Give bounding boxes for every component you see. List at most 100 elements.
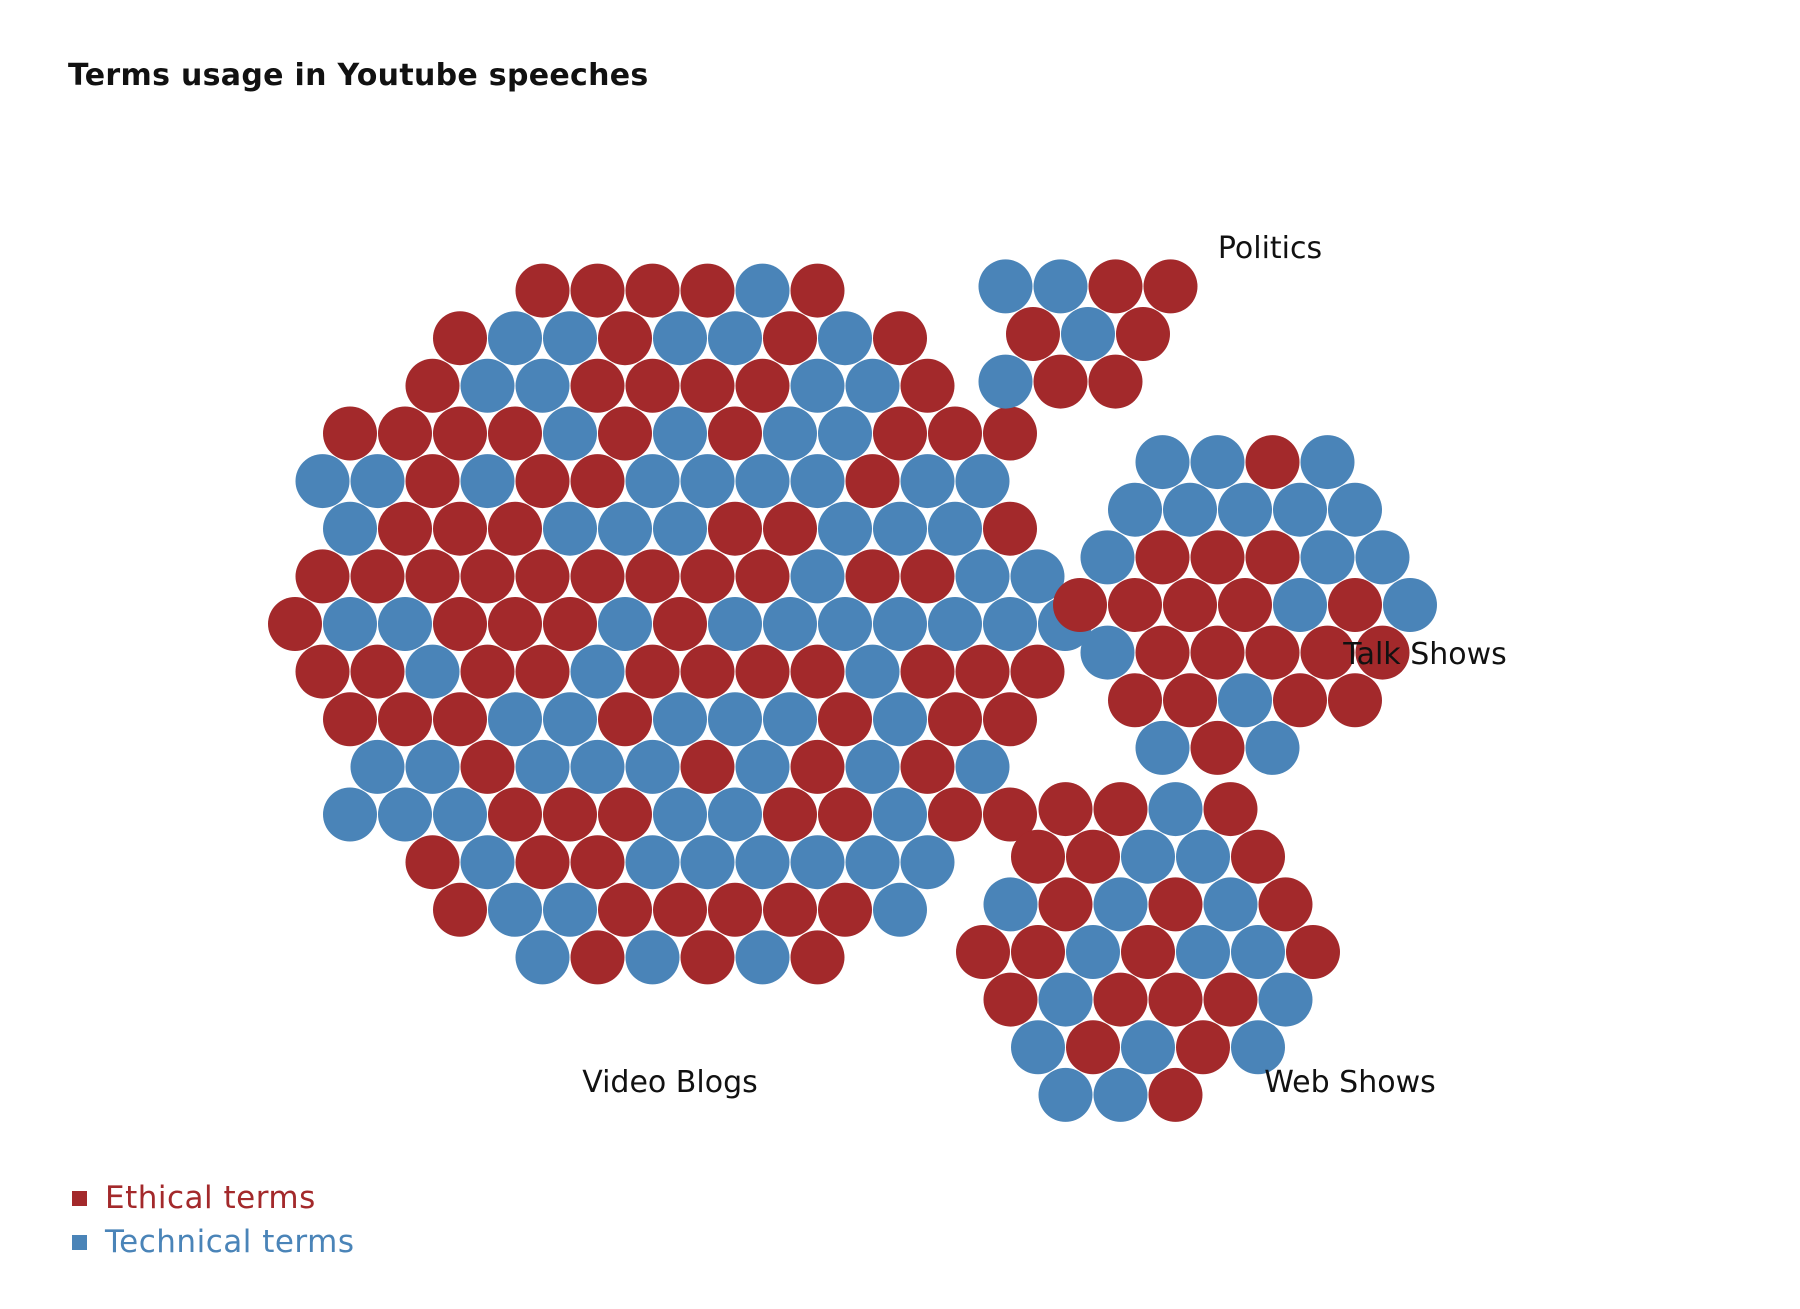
bubble-video-blogs-ethical: [488, 407, 542, 461]
bubble-video-blogs-ethical: [571, 454, 625, 508]
bubble-talk-shows-technical: [1383, 578, 1437, 632]
bubble-politics-technical: [979, 355, 1033, 409]
bubble-video-blogs-technical: [653, 311, 707, 365]
bubble-video-blogs-technical: [763, 692, 817, 746]
bubble-video-blogs-technical: [763, 407, 817, 461]
bubble-web-shows-technical: [1066, 925, 1120, 979]
bubble-web-shows-technical: [1149, 782, 1203, 836]
bubble-video-blogs-technical: [901, 454, 955, 508]
bubble-video-blogs-technical: [873, 502, 927, 556]
bubble-video-blogs-ethical: [268, 597, 322, 651]
bubble-video-blogs-ethical: [433, 502, 487, 556]
bubble-video-blogs-ethical: [378, 502, 432, 556]
bubble-video-blogs-ethical: [681, 549, 735, 603]
bubble-video-blogs-ethical: [296, 549, 350, 603]
bubble-video-blogs-ethical: [763, 311, 817, 365]
bubble-video-blogs-technical: [928, 597, 982, 651]
bubble-talk-shows-technical: [1218, 673, 1272, 727]
bubble-web-shows-technical: [1094, 877, 1148, 931]
bubble-video-blogs-technical: [516, 930, 570, 984]
bubble-video-blogs-technical: [653, 502, 707, 556]
bubble-talk-shows-ethical: [1191, 626, 1245, 680]
bubble-video-blogs-ethical: [598, 311, 652, 365]
bubble-video-blogs-ethical: [296, 645, 350, 699]
bubble-talk-shows-ethical: [1246, 435, 1300, 489]
bubble-video-blogs-ethical: [598, 692, 652, 746]
bubble-video-blogs-technical: [598, 502, 652, 556]
bubble-video-blogs-ethical: [901, 359, 955, 413]
bubble-video-blogs-ethical: [571, 264, 625, 318]
bubble-video-blogs-ethical: [323, 692, 377, 746]
bubble-video-blogs-ethical: [488, 502, 542, 556]
bubble-video-blogs-ethical: [626, 549, 680, 603]
bubble-video-blogs-ethical: [433, 883, 487, 937]
bubble-video-blogs-technical: [818, 597, 872, 651]
bubble-video-blogs-technical: [351, 740, 405, 794]
bubble-video-blogs-ethical: [571, 549, 625, 603]
bubble-video-blogs-ethical: [433, 692, 487, 746]
bubble-web-shows-ethical: [1204, 973, 1258, 1027]
bubble-video-blogs-technical: [653, 692, 707, 746]
bubble-video-blogs-technical: [736, 740, 790, 794]
bubble-web-shows-ethical: [1066, 830, 1120, 884]
bubble-video-blogs-ethical: [736, 645, 790, 699]
bubble-talk-shows-ethical: [1163, 578, 1217, 632]
bubble-video-blogs-technical: [791, 359, 845, 413]
group-label-politics: Politics: [1218, 231, 1322, 266]
bubble-video-blogs-technical: [956, 454, 1010, 508]
bubble-video-blogs-technical: [708, 597, 762, 651]
bubble-talk-shows-ethical: [1246, 530, 1300, 584]
bubble-video-blogs-technical: [791, 454, 845, 508]
bubble-video-blogs-ethical: [681, 740, 735, 794]
bubble-talk-shows-ethical: [1136, 530, 1190, 584]
bubble-video-blogs-ethical: [763, 788, 817, 842]
bubble-talk-shows-technical: [1328, 483, 1382, 537]
bubble-video-blogs-ethical: [598, 407, 652, 461]
bubble-video-blogs-ethical: [406, 359, 460, 413]
bubble-video-blogs-technical: [846, 740, 900, 794]
bubble-video-blogs-technical: [873, 788, 927, 842]
bubble-video-blogs-technical: [626, 835, 680, 889]
bubble-talk-shows-technical: [1356, 530, 1410, 584]
bubble-video-blogs-ethical: [791, 740, 845, 794]
bubble-web-shows-ethical: [1094, 973, 1148, 1027]
bubble-talk-shows-ethical: [1328, 578, 1382, 632]
bubble-video-blogs-ethical: [598, 883, 652, 937]
bubble-video-blogs-technical: [818, 407, 872, 461]
bubble-video-blogs-technical: [571, 740, 625, 794]
bubble-video-blogs-ethical: [378, 692, 432, 746]
bubble-video-blogs-technical: [791, 835, 845, 889]
bubble-video-blogs-ethical: [461, 740, 515, 794]
bubble-video-blogs-technical: [736, 835, 790, 889]
bubble-video-blogs-ethical: [433, 407, 487, 461]
bubble-video-blogs-ethical: [846, 549, 900, 603]
bubble-video-blogs-technical: [323, 788, 377, 842]
bubble-layer: [268, 259, 1437, 1122]
bubble-video-blogs-ethical: [626, 359, 680, 413]
bubble-talk-shows-ethical: [1246, 626, 1300, 680]
bubble-video-blogs-ethical: [928, 692, 982, 746]
bubble-video-blogs-technical: [571, 645, 625, 699]
legend-label-ethical: Ethical terms: [105, 1180, 316, 1216]
bubble-talk-shows-technical: [1246, 721, 1300, 775]
bubble-video-blogs-technical: [901, 835, 955, 889]
bubble-video-blogs-technical: [873, 692, 927, 746]
bubble-talk-shows-ethical: [1136, 626, 1190, 680]
bubble-web-shows-ethical: [1149, 973, 1203, 1027]
bubble-video-blogs-ethical: [406, 454, 460, 508]
bubble-web-shows-ethical: [1149, 877, 1203, 931]
bubble-video-blogs-technical: [516, 359, 570, 413]
bubble-web-shows-ethical: [956, 925, 1010, 979]
bubble-video-blogs-ethical: [983, 407, 1037, 461]
bubble-talk-shows-technical: [1136, 721, 1190, 775]
bubble-web-shows-technical: [1039, 1068, 1093, 1122]
bubble-video-blogs-technical: [461, 454, 515, 508]
bubble-video-blogs-technical: [736, 930, 790, 984]
bubble-politics-ethical: [1006, 307, 1060, 361]
group-label-web-shows: Web Shows: [1264, 1065, 1436, 1100]
bubble-video-blogs-technical: [736, 454, 790, 508]
bubble-talk-shows-technical: [1301, 530, 1355, 584]
bubble-video-blogs-ethical: [488, 597, 542, 651]
bubble-talk-shows-ethical: [1328, 673, 1382, 727]
